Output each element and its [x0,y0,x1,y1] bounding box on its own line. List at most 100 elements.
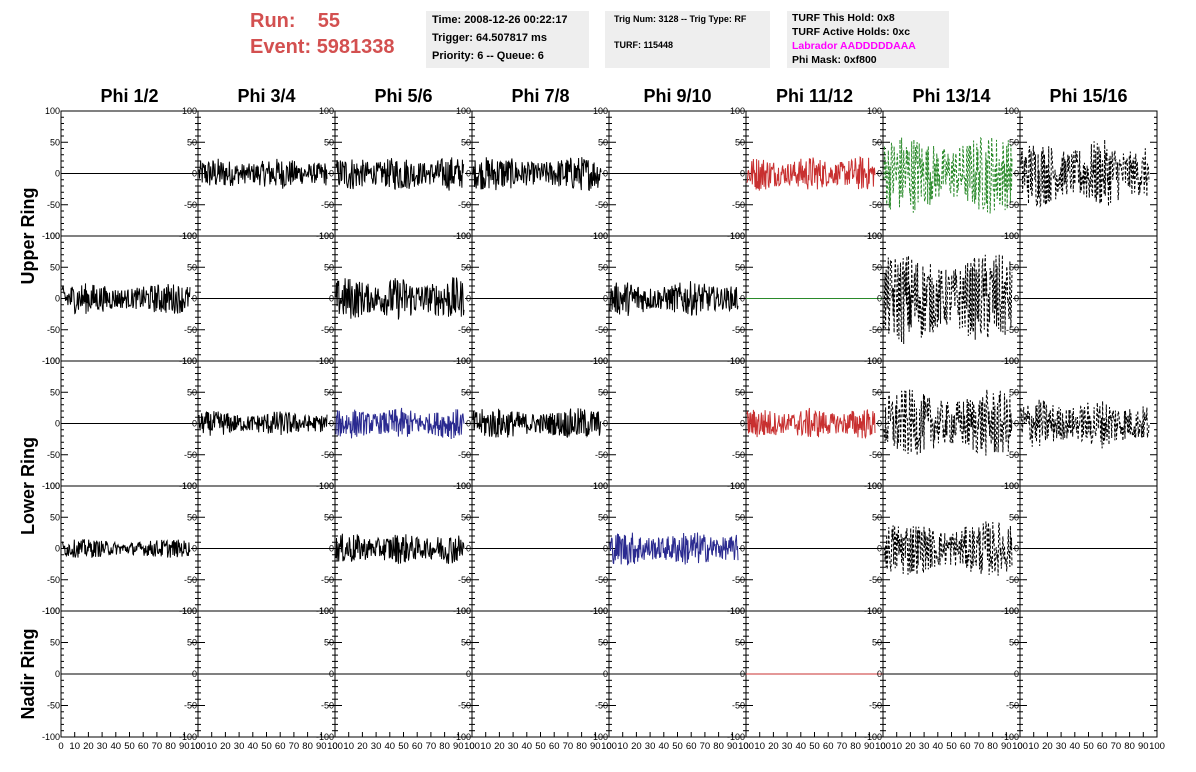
y-tick-label: 0 [466,419,471,429]
waveform-trace [883,136,1013,214]
x-tick-label: 50 [261,741,272,752]
y-tick-label: 0 [466,669,471,679]
panel-r5-c2: 100 50 0 -50 -100 [179,606,336,742]
y-tick-label: 100 [45,231,60,241]
y-tick-label: 50 [1009,638,1019,648]
y-tick-label: 0 [877,544,882,554]
x-tick-label: 100 [327,741,343,752]
y-tick-label: -50 [47,200,60,210]
waveform-trace [335,277,465,320]
panel-r5-c4: 100 50 0 -50 -100 [453,606,610,742]
y-tick-label: -50 [47,701,60,711]
x-tick-label: 60 [275,741,286,752]
x-tick-label: 100 [601,741,617,752]
x-tick-label: 0 [332,741,337,752]
y-tick-label: 100 [1004,356,1019,366]
x-tick-label: 20 [220,741,231,752]
y-tick-label: 100 [1004,106,1019,116]
x-tick-label: 90 [727,741,738,752]
y-tick-label: 100 [456,356,471,366]
y-tick-label: 0 [740,169,745,179]
y-tick-label: 50 [50,137,60,147]
x-tick-label: 50 [535,741,546,752]
y-tick-label: 100 [1004,606,1019,616]
y-tick-label: -50 [47,325,60,335]
y-tick-label: 50 [598,262,608,272]
x-tick-label: 20 [357,741,368,752]
column-header-phi-3-4: Phi 3/4 [237,86,296,106]
x-tick-label: 0 [743,741,748,752]
y-tick-label: 0 [877,419,882,429]
x-tick-label: 20 [631,741,642,752]
x-tick-label: 70 [974,741,985,752]
y-tick-label: 50 [187,262,197,272]
y-tick-label: 50 [324,137,334,147]
waveform-trace [883,521,1013,576]
x-tick-label: 70 [837,741,848,752]
time-info-box: Time: 2008-12-26 00:22:17 Trigger: 64.50… [426,11,589,68]
y-tick-label: 50 [1009,262,1019,272]
y-tick-label: 50 [1009,387,1019,397]
column-header-phi-15-16: Phi 15/16 [1049,86,1128,106]
y-tick-label: 50 [461,262,471,272]
y-tick-label: -50 [47,450,60,460]
run-line: Run: 55 [250,8,420,34]
y-tick-label: 50 [324,387,334,397]
y-tick-label: 100 [45,606,60,616]
x-tick-label: 80 [576,741,587,752]
x-tick-label: 30 [371,741,382,752]
x-tick-label: 60 [549,741,560,752]
y-tick-label: 0 [192,419,197,429]
y-tick-label: -50 [1006,325,1019,335]
y-tick-label: 0 [329,669,334,679]
y-tick-label: 0 [1014,669,1019,679]
y-tick-label: 100 [319,606,334,616]
y-tick-label: 0 [55,669,60,679]
x-tick-label: 10 [343,741,354,752]
y-tick-label: 0 [603,294,608,304]
y-tick-label: 50 [872,512,882,522]
y-tick-label: 50 [50,512,60,522]
y-tick-label: 100 [867,231,882,241]
x-tick-label: 100 [875,741,891,752]
x-tick-label: 80 [439,741,450,752]
x-tick-label: 0 [880,741,885,752]
y-tick-label: -50 [732,325,745,335]
y-tick-label: -100 [42,732,60,742]
panel-r1-c1: 100 50 0 -50 -100 [42,106,199,241]
x-tick-label: 30 [782,741,793,752]
y-tick-label: 100 [867,481,882,491]
y-tick-label: -50 [1006,200,1019,210]
waveform-trace [61,283,191,315]
x-tick-label: 70 [700,741,711,752]
x-tick-label: 10 [754,741,765,752]
y-tick-label: 0 [877,169,882,179]
y-tick-label: -50 [869,575,882,585]
x-tick-label: 70 [289,741,300,752]
x-tick-label: 80 [302,741,313,752]
y-tick-label: -50 [321,575,334,585]
y-tick-label: 0 [1014,419,1019,429]
x-tick-label: 100 [1149,741,1165,752]
waveform-trace [335,533,465,564]
panel-r5-c3: 100 50 0 -50 -100 [316,606,473,742]
y-tick-label: -50 [1006,575,1019,585]
x-tick-label: 0 [469,741,474,752]
column-header-phi-11-12: Phi 11/12 [775,86,854,106]
y-tick-label: 50 [461,387,471,397]
y-tick-label: 0 [1014,544,1019,554]
y-tick-label: 100 [593,481,608,491]
waveform-trace [198,158,328,189]
x-tick-label: 80 [165,741,176,752]
y-tick-label: 50 [187,137,197,147]
y-tick-label: 50 [598,137,608,147]
